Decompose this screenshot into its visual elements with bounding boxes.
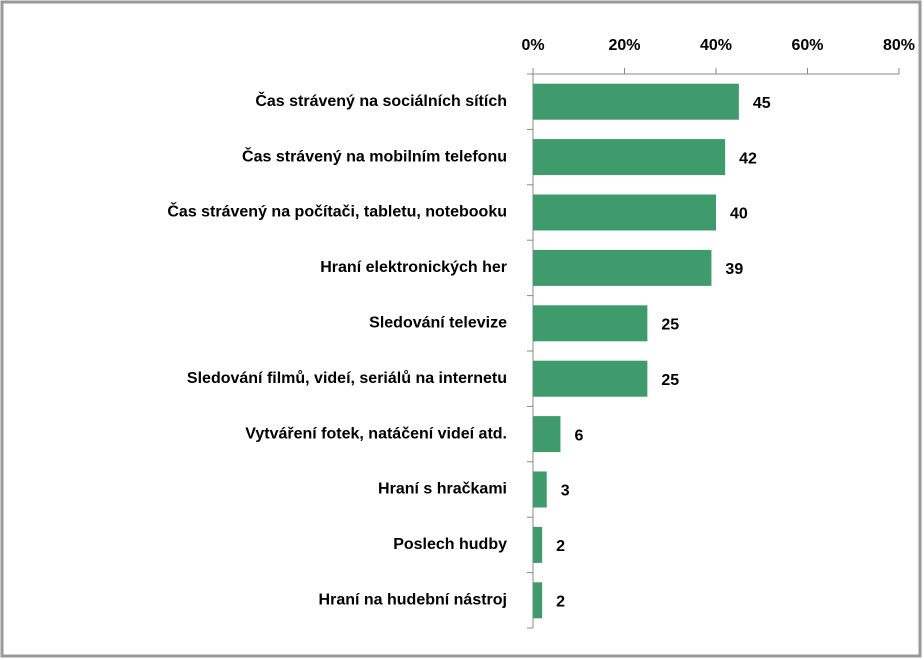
- y-tick-label: Sledování filmů, videí, seriálů na inter…: [187, 370, 507, 387]
- bar: [533, 83, 739, 120]
- bar: [533, 305, 648, 342]
- bar: [533, 471, 547, 508]
- data-label: 25: [661, 372, 679, 389]
- data-label: 3: [561, 483, 570, 500]
- bar: [533, 416, 561, 453]
- y-tick-label: Hraní s hračkami: [378, 481, 507, 498]
- y-tick-label: Čas strávený na sociálních sítích: [255, 91, 507, 110]
- x-tick-label: 80%: [883, 37, 915, 54]
- data-label: 40: [730, 206, 748, 223]
- bar: [533, 526, 543, 563]
- data-label: 39: [725, 261, 743, 278]
- bar: [533, 249, 712, 286]
- x-tick-label: 20%: [608, 37, 640, 54]
- y-tick-label: Čas strávený na mobilním telefonu: [242, 146, 507, 165]
- bar: [533, 360, 648, 397]
- y-tick-label: Čas strávený na počítači, tabletu, noteb…: [167, 202, 507, 221]
- bar: [533, 139, 726, 176]
- y-tick-label: Vytváření fotek, natáčení videí atd.: [245, 425, 507, 442]
- y-tick-label: Hraní elektronických her: [320, 259, 507, 276]
- bar: [533, 194, 716, 231]
- data-label: 2: [556, 594, 565, 611]
- x-tick-label: 60%: [791, 37, 823, 54]
- y-tick-label: Sledování televize: [369, 315, 507, 332]
- x-tick-label: 0%: [521, 37, 544, 54]
- y-tick-label: Hraní na hudební nástroj: [319, 592, 507, 609]
- x-tick-label: 40%: [700, 37, 732, 54]
- bar: [533, 582, 543, 619]
- data-label: 45: [753, 95, 771, 112]
- data-label: 25: [661, 317, 679, 334]
- data-label: 2: [556, 538, 565, 555]
- data-label: 6: [574, 427, 583, 444]
- y-tick-label: Poslech hudby: [393, 536, 507, 553]
- data-label: 42: [739, 150, 757, 167]
